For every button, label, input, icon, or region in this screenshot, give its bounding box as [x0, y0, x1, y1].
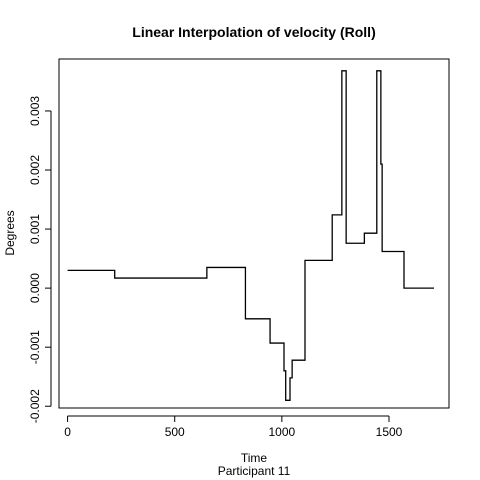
x-axis-label: Time: [241, 451, 268, 465]
series-line: [67, 70, 434, 401]
y-tick-label: -0.002: [28, 389, 42, 423]
y-tick-label: 0.001: [28, 214, 42, 244]
x-tick-label: 500: [165, 425, 185, 439]
y-tick-label: 0.002: [28, 155, 42, 185]
y-tick-label: 0.000: [28, 273, 42, 303]
x-tick-label: 1500: [376, 425, 403, 439]
y-tick-label: 0.003: [28, 96, 42, 126]
y-axis: -0.002 -0.001 0.000 0.001 0.002 0.003: [28, 96, 52, 423]
chart-title: Linear Interpolation of velocity (Roll): [132, 24, 375, 40]
x-tick-label: 0: [64, 425, 71, 439]
x-tick-label: 1000: [269, 425, 296, 439]
chart-subtitle: Participant 11: [218, 464, 291, 478]
y-tick-label: -0.001: [28, 330, 42, 364]
x-axis: 0 500 1000 1500: [64, 415, 403, 439]
plot-area-border: [58, 58, 450, 409]
y-axis-label: Degrees: [3, 210, 17, 255]
